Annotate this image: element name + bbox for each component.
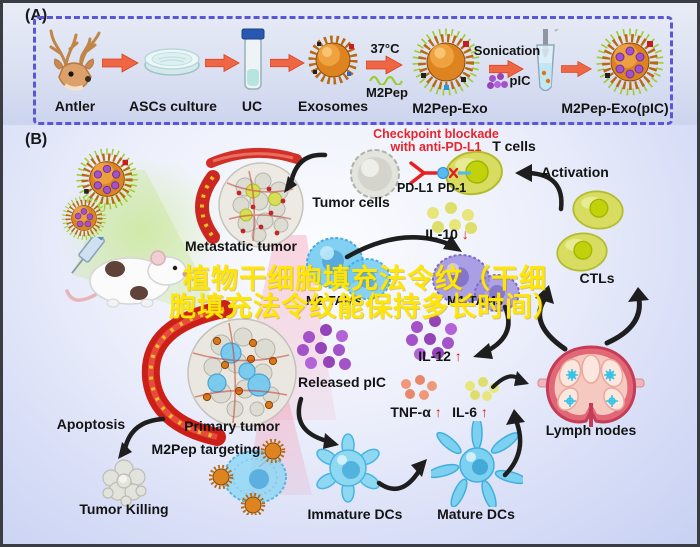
curved-arrow-icon [373, 453, 431, 501]
curved-arrow-icon [491, 409, 535, 481]
tumor-cell-icon [347, 147, 403, 201]
up-arrow-icon: ↑ [480, 404, 488, 420]
immature-dc-icon [313, 433, 383, 503]
targeted-macrophage-icon [209, 437, 295, 515]
step-label-uc: UC [241, 98, 263, 114]
il6-label: IL-6 ↑ [452, 404, 488, 420]
exosome-icon [305, 32, 361, 88]
process-arrow-icon [205, 53, 241, 73]
mouse-icon [55, 237, 190, 317]
il6-cytokine-dots-icon [465, 381, 475, 391]
pd-1-label: PD-1 [437, 181, 467, 195]
lymph-nodes-label: Lymph nodes [545, 422, 637, 438]
curved-arrow-icon [113, 413, 169, 461]
checkpoint-blockade-line2: with anti-PD-L1 [390, 140, 482, 154]
m2pep-exosome-pic-icon [61, 195, 107, 241]
petri-dish-icon [142, 45, 202, 77]
curved-arrow-icon [513, 155, 569, 213]
panel-b: (B) [3, 125, 697, 544]
m2pep-targeting-label: M2Pep targeting [151, 441, 261, 457]
m1-tam-macrophage-icon [429, 251, 525, 317]
il10-cytokine-dots-icon [427, 207, 439, 219]
sonication-label: Sonication [473, 43, 541, 58]
primary-tumor-icon [129, 297, 319, 449]
activation-label: Activation [541, 164, 609, 180]
process-arrow-icon [489, 59, 525, 79]
lymph-node-icon [536, 341, 646, 431]
ctls-label: CTLs [579, 270, 615, 286]
m2pep-exosome-pic-icon [75, 147, 139, 211]
apoptotic-cell-icon [96, 453, 152, 509]
tumor-cells-label: Tumor cells [312, 194, 390, 210]
step-label-m2pep-exo: M2Pep-Exo [412, 100, 488, 116]
il10-label: IL-10 ↓ [425, 226, 469, 242]
pic-dots-icon [489, 75, 496, 82]
metastatic-tumor-label: Metastatic tumor [184, 238, 298, 254]
m2pep-exosome-pic-icon [595, 27, 665, 97]
apoptosis-label: Apoptosis [56, 416, 126, 432]
deer-antler-icon [43, 25, 105, 93]
down-arrow-icon: ↓ [461, 226, 469, 242]
up-arrow-icon: ↑ [454, 348, 462, 364]
panel-a: (A) [3, 3, 697, 125]
primary-tumor-label: Primary tumor [184, 418, 280, 434]
curved-arrow-icon [599, 287, 651, 349]
il12-label: IL-12 ↑ [418, 348, 462, 364]
ctl-cell-icon [553, 229, 611, 275]
curved-arrow-icon [279, 145, 331, 197]
tnf-label: TNF-α ↑ [390, 404, 442, 420]
pic-label: pIC [509, 73, 531, 88]
process-arrow-icon [561, 59, 593, 79]
panel-a-dashed-border [33, 16, 673, 125]
il12-cytokine-dots-icon [411, 321, 423, 333]
step-label-ascs: ASCs culture [129, 98, 217, 114]
antibody-icon [396, 158, 472, 188]
metastatic-tumor-icon [183, 143, 313, 253]
curved-arrow-icon [289, 393, 347, 451]
watermark-line2: 胞填充法令纹能保持多长时间） [169, 292, 561, 322]
immature-dcs-label: Immature DCs [307, 506, 403, 522]
temp-label: 37°C [370, 41, 400, 56]
curved-arrow-icon [519, 285, 583, 355]
up-arrow-icon: ↑ [434, 404, 442, 420]
mature-dcs-label: Mature DCs [437, 506, 515, 522]
watermark-line1: 植物干细胞填充法令纹（干细 [183, 264, 547, 294]
released-pic-dots-icon [303, 331, 315, 343]
process-arrow-icon [102, 53, 140, 73]
m2-tams-label: M2 TAMs [305, 293, 363, 308]
step-label-antler: Antler [54, 98, 96, 114]
centrifuge-tube-icon [240, 27, 266, 95]
panel-b-letter: (B) [25, 131, 48, 148]
m2pep-label: M2Pep [366, 85, 408, 100]
m1-tams-label: M1 TAMs [446, 293, 504, 308]
curved-arrow-icon [465, 301, 517, 363]
process-arrow-icon [270, 53, 306, 73]
sonication-tube-icon [530, 29, 560, 97]
m2pep-squiggle-icon [369, 75, 403, 85]
process-arrow-icon [366, 55, 404, 75]
panel-a-letter: (A) [25, 7, 48, 24]
released-pic-label: Released pIC [298, 374, 386, 390]
t-cells-label: T cells [492, 138, 536, 154]
ctl-cell-icon [569, 187, 627, 233]
t-cell-icon [443, 147, 505, 199]
m2-tam-macrophage-icon [303, 233, 395, 305]
m2pep-exosome-icon [411, 27, 481, 97]
checkpoint-blockade-line1: Checkpoint blockade [373, 127, 499, 141]
mature-dc-icon [431, 421, 523, 507]
step-label-m2pep-exo-pic: M2Pep-Exo(pIC) [561, 100, 669, 116]
curved-arrow-icon [489, 369, 531, 395]
tumor-killing-label: Tumor Killing [79, 501, 169, 517]
curved-arrow-icon [341, 225, 465, 267]
pd-l1-label: PD-L1 [396, 181, 434, 195]
step-label-exosomes: Exosomes [297, 98, 369, 114]
tnf-cytokine-dots-icon [401, 379, 411, 389]
